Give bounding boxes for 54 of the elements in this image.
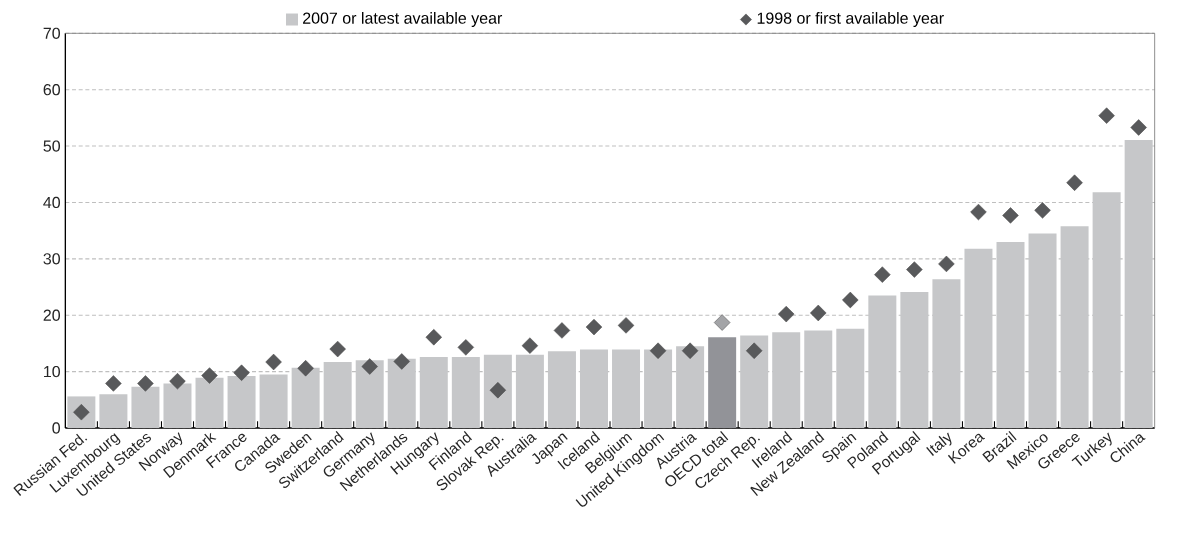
point <box>746 342 763 359</box>
point <box>329 340 346 358</box>
bar <box>323 362 352 428</box>
point <box>649 342 667 359</box>
point <box>297 360 314 377</box>
point <box>874 266 891 283</box>
point <box>585 318 603 336</box>
y-tick-label: 40 <box>43 196 61 209</box>
point <box>457 339 475 356</box>
point <box>105 375 122 392</box>
point <box>970 203 987 221</box>
bar <box>483 354 512 428</box>
point <box>201 367 218 384</box>
point <box>810 304 827 322</box>
bar <box>131 386 160 428</box>
point <box>681 342 699 359</box>
legend-label: 2007 or latest available year <box>303 12 503 27</box>
point <box>938 255 955 273</box>
point <box>1098 107 1115 124</box>
bar <box>259 374 288 428</box>
point <box>361 358 378 375</box>
bar <box>932 279 961 428</box>
bar <box>227 376 256 428</box>
bar <box>708 337 737 428</box>
point <box>778 305 795 323</box>
y-tick-label: 60 <box>43 84 61 96</box>
point <box>906 261 923 278</box>
point <box>73 404 90 421</box>
point <box>521 337 539 354</box>
point <box>617 317 635 334</box>
bar <box>163 383 192 428</box>
point <box>1002 207 1019 224</box>
point <box>1066 174 1083 191</box>
point <box>233 364 250 381</box>
point <box>265 353 282 371</box>
y-tick-label: 0 <box>52 422 61 434</box>
y-tick-label: 70 <box>43 27 61 39</box>
point <box>1034 202 1051 219</box>
y-tick-label: 20 <box>43 309 61 321</box>
point <box>425 329 442 346</box>
point <box>137 375 154 392</box>
y-tick-label: 10 <box>44 365 61 378</box>
bar <box>99 394 128 428</box>
point <box>489 382 507 399</box>
point <box>1130 119 1147 136</box>
y-tick-label: 50 <box>43 140 61 152</box>
point <box>713 314 731 331</box>
legend-label: 1998 or first available year <box>757 12 944 27</box>
point <box>842 291 859 309</box>
point <box>169 373 186 390</box>
bar <box>195 377 224 428</box>
y-tick-label: 30 <box>43 253 61 265</box>
point <box>393 353 410 370</box>
point <box>553 322 571 339</box>
